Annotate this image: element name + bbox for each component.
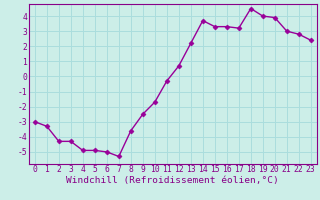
X-axis label: Windchill (Refroidissement éolien,°C): Windchill (Refroidissement éolien,°C) <box>67 176 279 185</box>
